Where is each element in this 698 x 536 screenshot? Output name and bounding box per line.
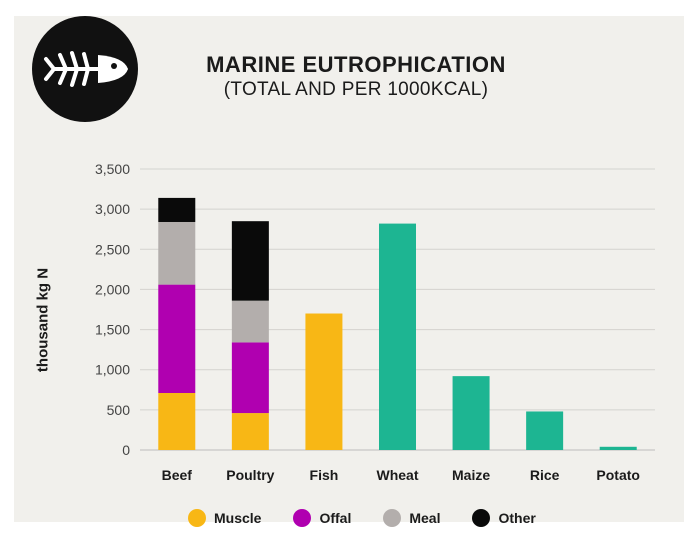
x-tick-label: Rice [530,467,560,483]
y-axis-label: thousand kg N [34,267,52,373]
legend-label-muscle: Muscle [214,510,262,526]
bar-rice-total [526,411,564,450]
y-tick-label: 1,500 [95,322,130,338]
bar-fish-muscle [305,313,343,450]
x-tick-label: Poultry [226,467,274,483]
legend-swatch-other [472,509,491,527]
legend: Muscle Offal Meal Other [188,509,568,527]
x-tick-label: Potato [596,467,640,483]
bar-poultry-meal [231,300,269,343]
legend-label-offal: Offal [319,510,352,526]
y-tick-label: 2,000 [95,281,130,297]
legend-swatch-muscle [188,509,206,527]
y-tick-label: 2,500 [95,241,130,257]
legend-item-muscle: Muscle [188,509,261,527]
bar-maize-total [452,376,490,450]
x-tick-label: Fish [310,467,339,483]
bar-poultry-other [231,221,269,301]
bar-poultry-muscle [231,413,269,450]
legend-swatch-offal [293,509,312,527]
bar-beef-muscle [158,392,196,450]
bar-beef-offal [158,284,196,393]
x-tick-label: Maize [452,467,490,483]
bar-poultry-offal [231,342,269,414]
y-tick-label: 1,000 [95,362,130,378]
legend-label-meal: Meal [409,510,441,526]
chart-subtitle: (TOTAL AND PER 1000KCAL) [223,79,489,100]
bar-potato-total [599,446,637,450]
y-tick-label: 500 [107,402,131,418]
chart-title: MARINE EUTROPHICATION [206,52,506,77]
legend-item-meal: Meal [383,509,440,527]
bar-wheat-total [379,223,416,450]
legend-item-offal: Offal [293,509,351,527]
x-tick-label: Beef [162,467,193,483]
legend-item-other: Other [472,509,536,527]
legend-swatch-meal [383,509,402,527]
bar-beef-meal [158,221,196,285]
x-tick-label: Wheat [377,467,419,483]
y-tick-label: 0 [122,442,130,458]
y-tick-label: 3,000 [95,201,130,217]
fish-skeleton-icon [32,16,138,122]
bar-beef-other [158,197,196,222]
legend-label-other: Other [498,510,536,526]
y-tick-label: 3,500 [95,161,130,177]
